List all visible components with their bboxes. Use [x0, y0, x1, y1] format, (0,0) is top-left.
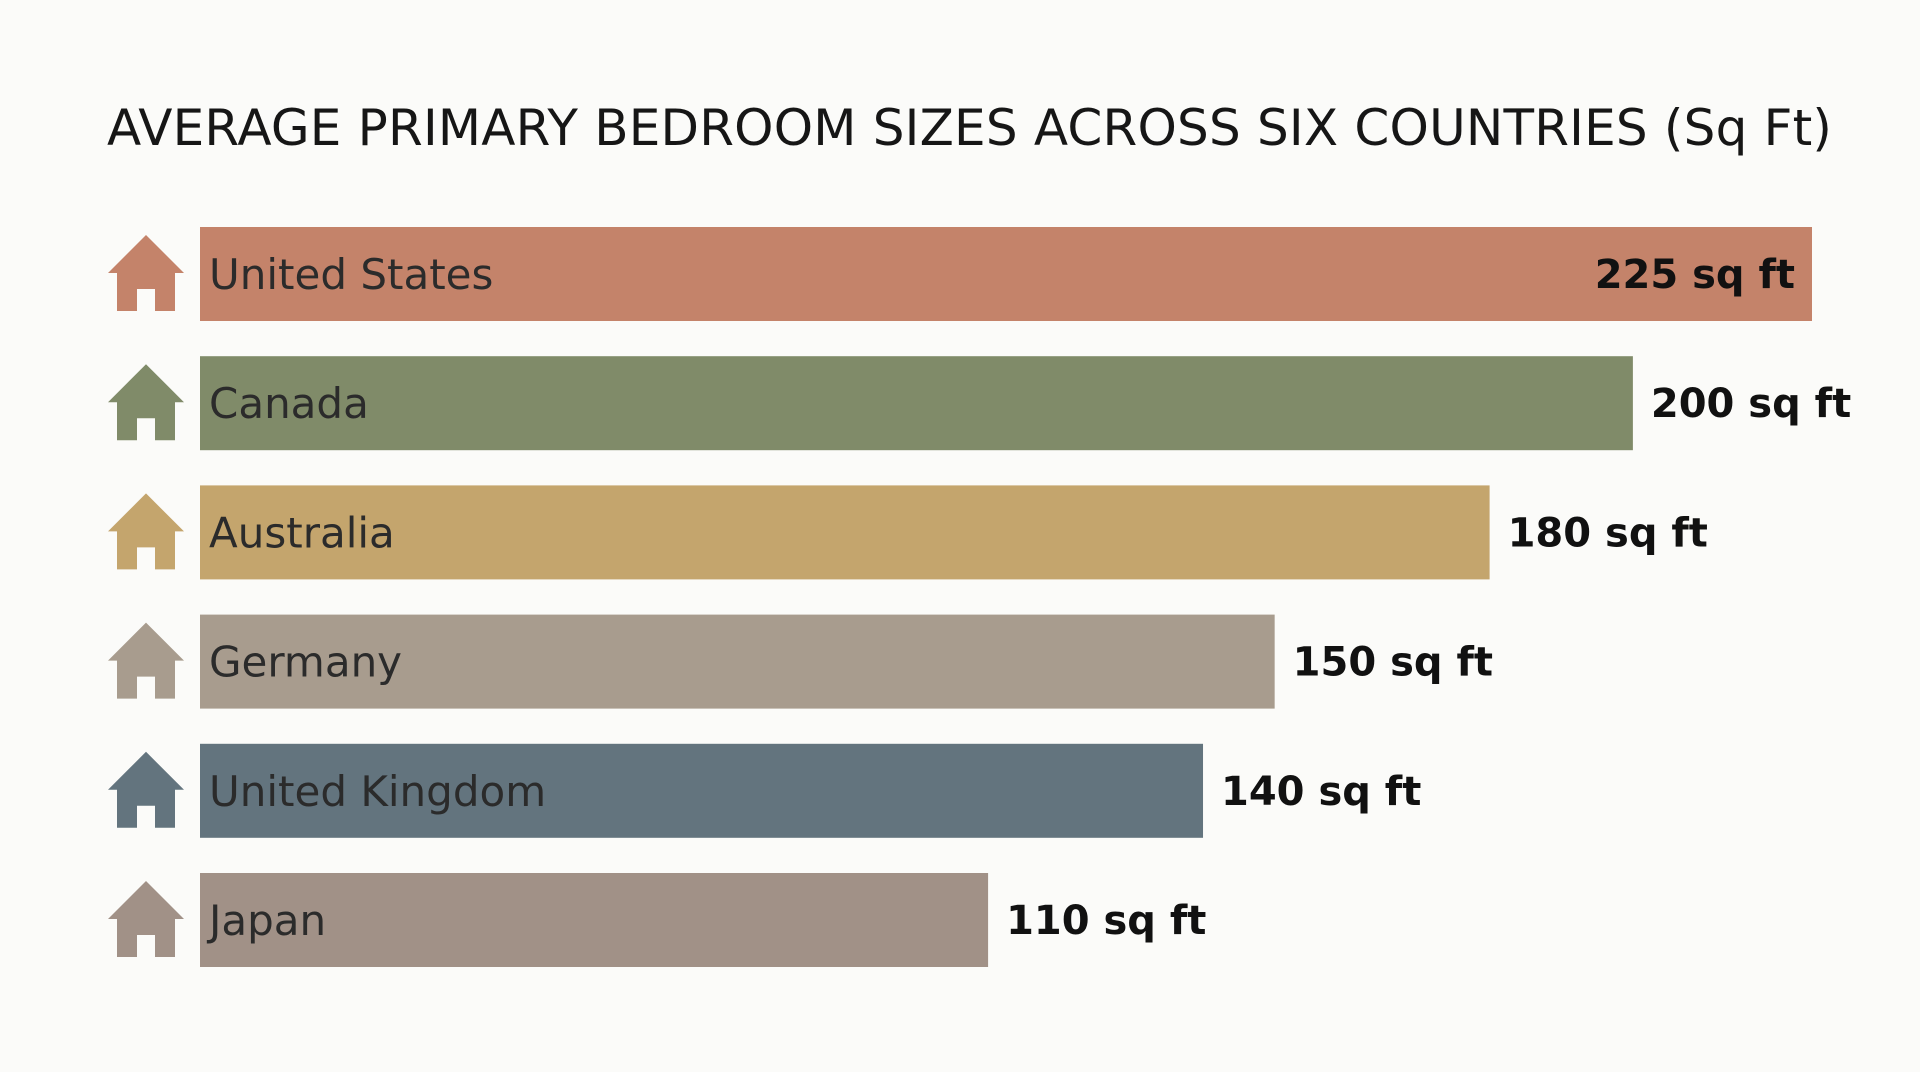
value-label: 225 sq ft	[1595, 252, 1795, 298]
value-label: 140 sq ft	[1221, 769, 1421, 815]
category-label: Australia	[209, 508, 395, 557]
bar	[200, 614, 1275, 709]
value-label: 180 sq ft	[1508, 510, 1708, 556]
category-label: United Kingdom	[209, 767, 546, 816]
house-icon	[108, 493, 184, 570]
bar	[200, 873, 989, 967]
bar-row-germany: Germany 150 sq ft	[108, 614, 1493, 709]
house-icon	[108, 622, 184, 699]
bar	[200, 743, 1204, 838]
category-label: United States	[209, 250, 493, 299]
house-icon	[108, 751, 184, 828]
house-icon	[108, 881, 184, 957]
bar-row-japan: Japan 110 sq ft	[108, 873, 1206, 967]
bar-row-united-kingdom: United Kingdom 140 sq ft	[108, 743, 1421, 838]
category-label: Germany	[209, 638, 402, 687]
bar	[200, 485, 1490, 580]
house-icon	[108, 235, 184, 311]
bar-row-united-states: United States 225 sq ft	[108, 227, 1812, 321]
house-icon	[108, 364, 184, 441]
bar	[200, 356, 1633, 451]
bar-row-australia: Australia 180 sq ft	[108, 485, 1708, 580]
bar-row-canada: Canada 200 sq ft	[108, 356, 1851, 451]
category-label: Japan	[206, 896, 326, 945]
value-label: 110 sq ft	[1006, 898, 1206, 944]
chart-title: AVERAGE PRIMARY BEDROOM SIZES ACROSS SIX…	[107, 99, 1833, 157]
bar	[200, 227, 1812, 321]
value-label: 200 sq ft	[1651, 381, 1851, 427]
category-label: Canada	[209, 379, 369, 428]
value-label: 150 sq ft	[1293, 640, 1493, 686]
